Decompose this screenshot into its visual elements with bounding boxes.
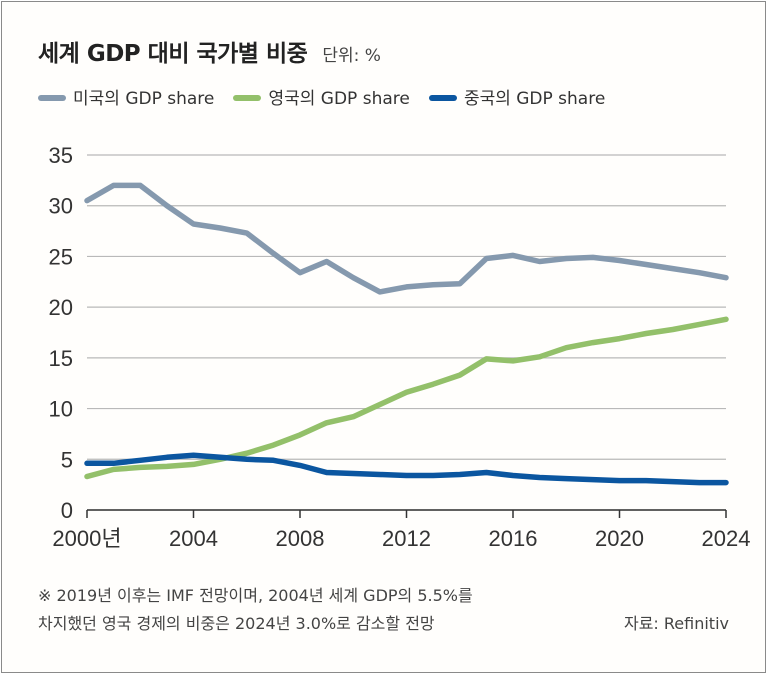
y-tick-label-25: 25	[49, 244, 73, 269]
x-tick-label-2000: 2000년	[52, 526, 121, 551]
chart-title: 세계 GDP 대비 국가별 비중	[38, 41, 308, 67]
y-tick-label-5: 5	[61, 447, 73, 472]
footnote-line-1: ※ 2019년 이후는 IMF 전망이며, 2004년 세계 GDP의 5.5%…	[38, 586, 473, 605]
legend: 미국의 GDP share 영국의 GDP share 중국의 GDP shar…	[38, 84, 619, 109]
legend-label-cn: 중국의 GDP share	[463, 89, 606, 109]
unit-label: 단위: %	[322, 46, 381, 66]
y-tick-label-20: 20	[49, 295, 73, 320]
footnote: ※ 2019년 이후는 IMF 전망이며, 2004년 세계 GDP의 5.5%…	[38, 582, 473, 638]
x-tick-label-2004: 2004	[169, 526, 218, 551]
legend-swatch-cn	[428, 95, 457, 101]
cn-share-line	[84, 452, 729, 486]
legend-label-uk: 영국의 GDP share	[268, 89, 410, 109]
x-tick-label-2012: 2012	[382, 526, 431, 551]
legend-item-cn: 중국의 GDP share	[428, 84, 606, 109]
y-tick-label-35: 35	[49, 143, 73, 168]
us-share-line	[84, 182, 729, 295]
y-tick-label-30: 30	[49, 194, 73, 219]
x-tick-label-2024: 2024	[702, 526, 751, 551]
x-tick-label-2016: 2016	[489, 526, 538, 551]
x-tick-label-2008: 2008	[276, 526, 325, 551]
legend-item-us: 미국의 GDP share	[38, 84, 214, 109]
footnote-line-2: 차지했던 영국 경제의 비중은 2024년 3.0%로 감소할 전망	[38, 614, 435, 633]
uk-share-line	[84, 316, 729, 480]
y-tick-label-0: 0	[61, 498, 73, 523]
legend-item-uk: 영국의 GDP share	[233, 84, 410, 109]
legend-swatch-us	[38, 95, 66, 101]
title-row: 세계 GDP 대비 국가별 비중 단위: %	[38, 34, 381, 68]
x-tick-label-2020: 2020	[595, 526, 644, 551]
y-tick-label-10: 10	[49, 397, 73, 422]
legend-label-us: 미국의 GDP share	[73, 89, 215, 109]
source-label: 자료: Refinitiv	[623, 614, 729, 633]
y-tick-label-15: 15	[49, 346, 73, 371]
legend-swatch-uk	[233, 95, 262, 101]
